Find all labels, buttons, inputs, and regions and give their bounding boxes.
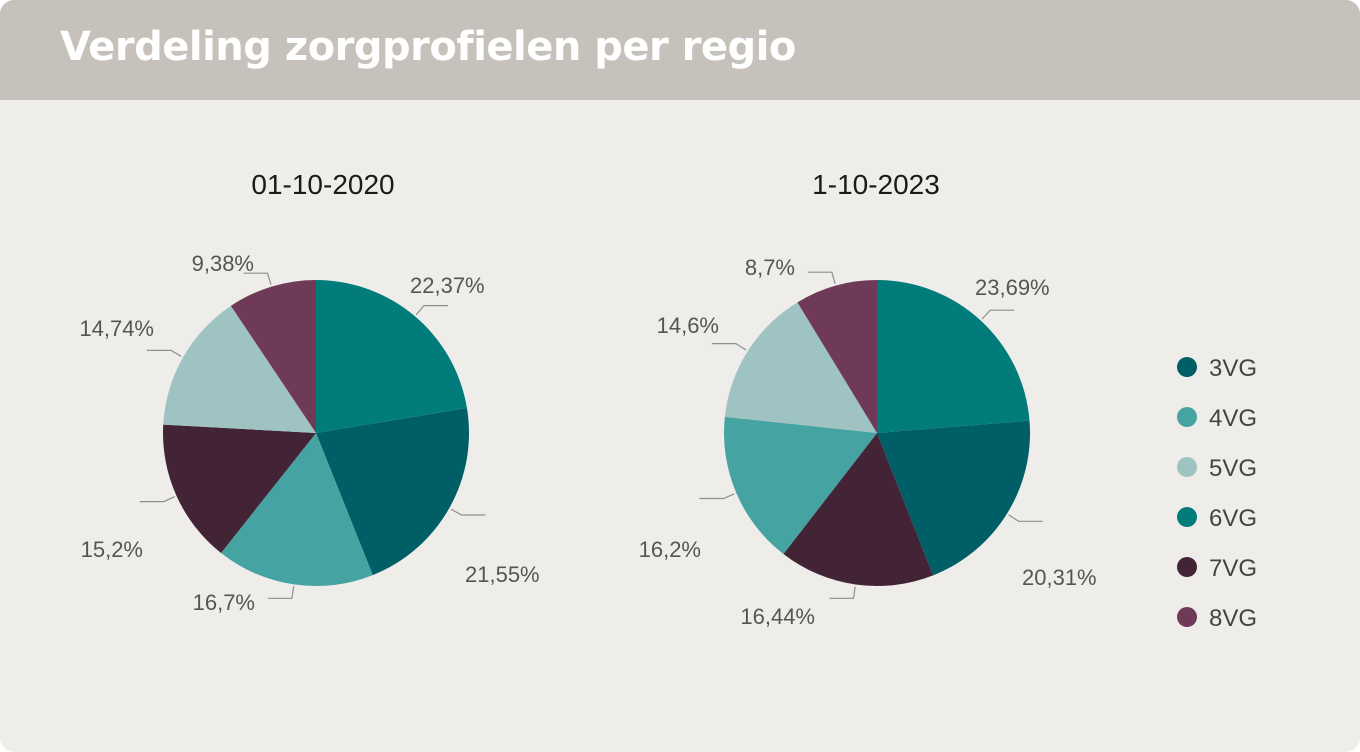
- data-label-4vg: 16,2%: [639, 537, 701, 562]
- data-label-6vg: 23,69%: [975, 275, 1050, 300]
- pie-slice-7vg: [163, 424, 316, 553]
- labels-2023: 23,69% 20,31% 16,44% 16,2% 14,6% 8,7%: [639, 255, 1097, 629]
- data-label-7vg: 15,2%: [81, 537, 143, 562]
- leader-line: [1008, 514, 1043, 522]
- leader-line: [981, 309, 1015, 320]
- leader-line: [711, 343, 747, 351]
- labels-2020: 22,37% 21,55% 16,7% 15,2% 14,74% 9,38%: [79, 251, 539, 615]
- legend-label-4vg: 4VG: [1209, 405, 1257, 432]
- leader-line: [146, 349, 182, 357]
- data-label-3vg: 20,31%: [1022, 565, 1097, 590]
- pie-chart-2020: 01-10-2020 22,37% 21,55% 16,7% 15,2% 14,74% 9…: [79, 169, 539, 615]
- data-label-6vg: 22,37%: [410, 273, 485, 298]
- legend-marker-5vg: [1177, 457, 1197, 477]
- legend-marker-6vg: [1177, 507, 1197, 527]
- slices-2020: [163, 280, 470, 587]
- pie-slice-6vg: [316, 280, 467, 433]
- pie-slice-3vg: [316, 407, 470, 576]
- chart-title-2020: 01-10-2020: [251, 169, 394, 200]
- data-label-7vg: 16,44%: [740, 604, 815, 629]
- data-label-5vg: 14,74%: [79, 316, 154, 341]
- leader-line: [829, 586, 856, 599]
- legend-label-7vg: 7VG: [1209, 555, 1257, 582]
- leader-line: [450, 508, 486, 516]
- legend-marker-3vg: [1177, 357, 1197, 377]
- slices-2023: [724, 280, 1030, 586]
- pie-slice-4vg: [221, 433, 373, 587]
- legend-marker-8vg: [1177, 607, 1197, 627]
- page-title: Verdeling zorgprofielen per regio: [60, 24, 796, 70]
- legend-label-6vg: 6VG: [1209, 505, 1257, 532]
- legend-label-8vg: 8VG: [1209, 605, 1257, 632]
- leader-line: [267, 586, 295, 599]
- pie-slice-6vg: [877, 280, 1030, 433]
- data-label-8vg: 9,38%: [192, 251, 254, 276]
- data-label-4vg: 16,7%: [193, 590, 255, 615]
- legend-marker-4vg: [1177, 407, 1197, 427]
- data-label-5vg: 14,6%: [657, 313, 719, 338]
- data-label-3vg: 21,55%: [465, 562, 540, 587]
- leader-line: [415, 305, 448, 316]
- pie-slice-4vg: [724, 416, 877, 555]
- legend-marker-7vg: [1177, 557, 1197, 577]
- pie-slice-5vg: [724, 302, 877, 433]
- header-bar: Verdeling zorgprofielen per regio: [0, 0, 1360, 100]
- pie-chart-2023: 1-10-2023 23,69% 20,31% 16,44% 16,2% 14,6% 8,…: [639, 169, 1097, 629]
- leader-line: [807, 271, 836, 284]
- chart-title-2023: 1-10-2023: [812, 169, 940, 200]
- pie-slice-8vg: [797, 280, 877, 433]
- legend-label-3vg: 3VG: [1209, 355, 1257, 382]
- legend-label-5vg: 5VG: [1209, 455, 1257, 482]
- leader-line: [699, 493, 735, 500]
- pie-slice-5vg: [163, 305, 316, 433]
- pie-slice-3vg: [877, 420, 1030, 576]
- legend: 3VG 4VG 5VG 6VG 7VG 8VG: [1177, 355, 1257, 632]
- leader-line: [243, 272, 272, 285]
- pie-slice-7vg: [783, 433, 934, 586]
- leader-line: [139, 496, 175, 503]
- data-label-8vg: 8,7%: [745, 255, 795, 280]
- pie-slice-8vg: [230, 280, 316, 433]
